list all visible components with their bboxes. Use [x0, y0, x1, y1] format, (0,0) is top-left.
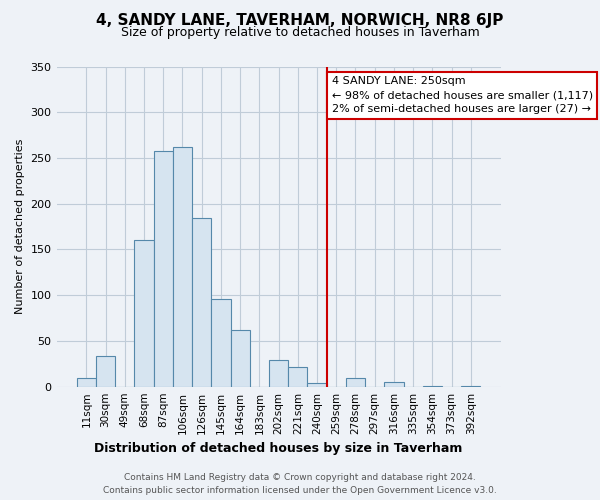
Text: 4, SANDY LANE, TAVERHAM, NORWICH, NR8 6JP: 4, SANDY LANE, TAVERHAM, NORWICH, NR8 6J… — [97, 12, 503, 28]
Bar — [173, 147, 192, 386]
Bar — [154, 150, 173, 386]
Bar — [192, 218, 211, 386]
Bar — [288, 368, 307, 386]
Text: Contains HM Land Registry data © Crown copyright and database right 2024.
Contai: Contains HM Land Registry data © Crown c… — [103, 473, 497, 495]
Bar — [134, 240, 154, 386]
Bar — [384, 382, 404, 386]
Bar — [269, 360, 288, 386]
Y-axis label: Number of detached properties: Number of detached properties — [15, 139, 25, 314]
Bar — [307, 383, 326, 386]
X-axis label: Distribution of detached houses by size in Taverham: Distribution of detached houses by size … — [94, 442, 463, 455]
Bar — [96, 356, 115, 386]
Bar — [346, 378, 365, 386]
Bar — [211, 299, 230, 386]
Bar — [77, 378, 96, 386]
Bar — [230, 330, 250, 386]
Text: Size of property relative to detached houses in Taverham: Size of property relative to detached ho… — [121, 26, 479, 39]
Text: 4 SANDY LANE: 250sqm
← 98% of detached houses are smaller (1,117)
2% of semi-det: 4 SANDY LANE: 250sqm ← 98% of detached h… — [332, 76, 593, 114]
